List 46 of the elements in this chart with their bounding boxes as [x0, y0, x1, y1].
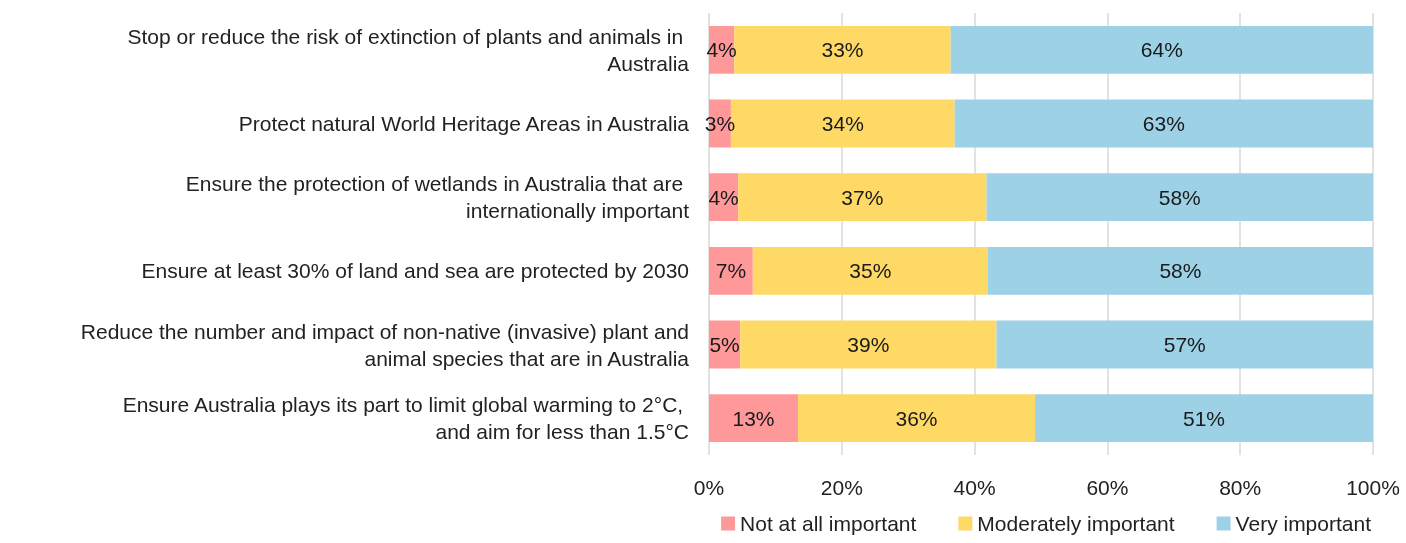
- bar: [996, 320, 1373, 369]
- y-tick-label: Ensure the protection of wetlands in Australia that are internationally important: [185, 172, 690, 223]
- data-label: 58%: [1159, 259, 1202, 283]
- legend-label: Very important: [1235, 512, 1372, 535]
- y-tick-label: Ensure at least 30% of land and sea are protected by 2030: [141, 259, 689, 283]
- data-label: 4%: [706, 38, 737, 62]
- x-tick-label: 40%: [953, 476, 996, 499]
- legend-label: Not at all important: [740, 512, 917, 535]
- y-tick-label: Stop or reduce the risk of extinction of plants and animals in Australia: [127, 24, 690, 75]
- data-label: 64%: [1140, 38, 1183, 62]
- bar: [987, 246, 1373, 295]
- bar: [709, 246, 753, 295]
- bar: [1035, 394, 1373, 443]
- bar: [738, 173, 987, 222]
- y-tick-label: Ensure Australia plays its part to limit global warming to 2°C, and aim for less than 1.5°C: [122, 393, 689, 444]
- data-label: 39%: [847, 333, 890, 356]
- data-label: 57%: [1163, 333, 1206, 356]
- x-tick-label: 20%: [820, 476, 863, 499]
- y-tick-label: Reduce the number and impact of non-native (invasive) plant and animal species that are in Australia: [80, 319, 690, 370]
- data-label: 35%: [849, 259, 892, 283]
- data-label: 37%: [841, 185, 884, 209]
- data-label: 4%: [708, 185, 739, 209]
- bar: [734, 25, 951, 74]
- x-tick-label: 80%: [1219, 476, 1262, 499]
- y-tick-label: Protect natural World Heritage Areas in Australia: [238, 112, 690, 135]
- bar: [950, 25, 1373, 74]
- bar: [986, 173, 1373, 222]
- bar: [954, 99, 1373, 148]
- bar: [752, 246, 988, 295]
- x-tick-label: 100%: [1346, 476, 1400, 499]
- data-label: 51%: [1183, 406, 1226, 430]
- x-tick-label: 60%: [1086, 476, 1129, 499]
- data-label: 3%: [704, 112, 736, 135]
- data-label: 33%: [821, 38, 864, 62]
- data-label: 5%: [709, 333, 740, 356]
- bar: [740, 320, 997, 369]
- data-label: 7%: [715, 259, 747, 283]
- data-label: 34%: [821, 112, 864, 135]
- data-label: 36%: [895, 406, 938, 430]
- data-label: 13%: [732, 406, 775, 430]
- legend-label: Moderately important: [977, 512, 1175, 535]
- data-label: 63%: [1142, 112, 1185, 135]
- bar: [797, 394, 1036, 443]
- bar: [709, 394, 798, 443]
- x-tick-label: 0%: [693, 476, 725, 499]
- data-label: 58%: [1158, 185, 1201, 209]
